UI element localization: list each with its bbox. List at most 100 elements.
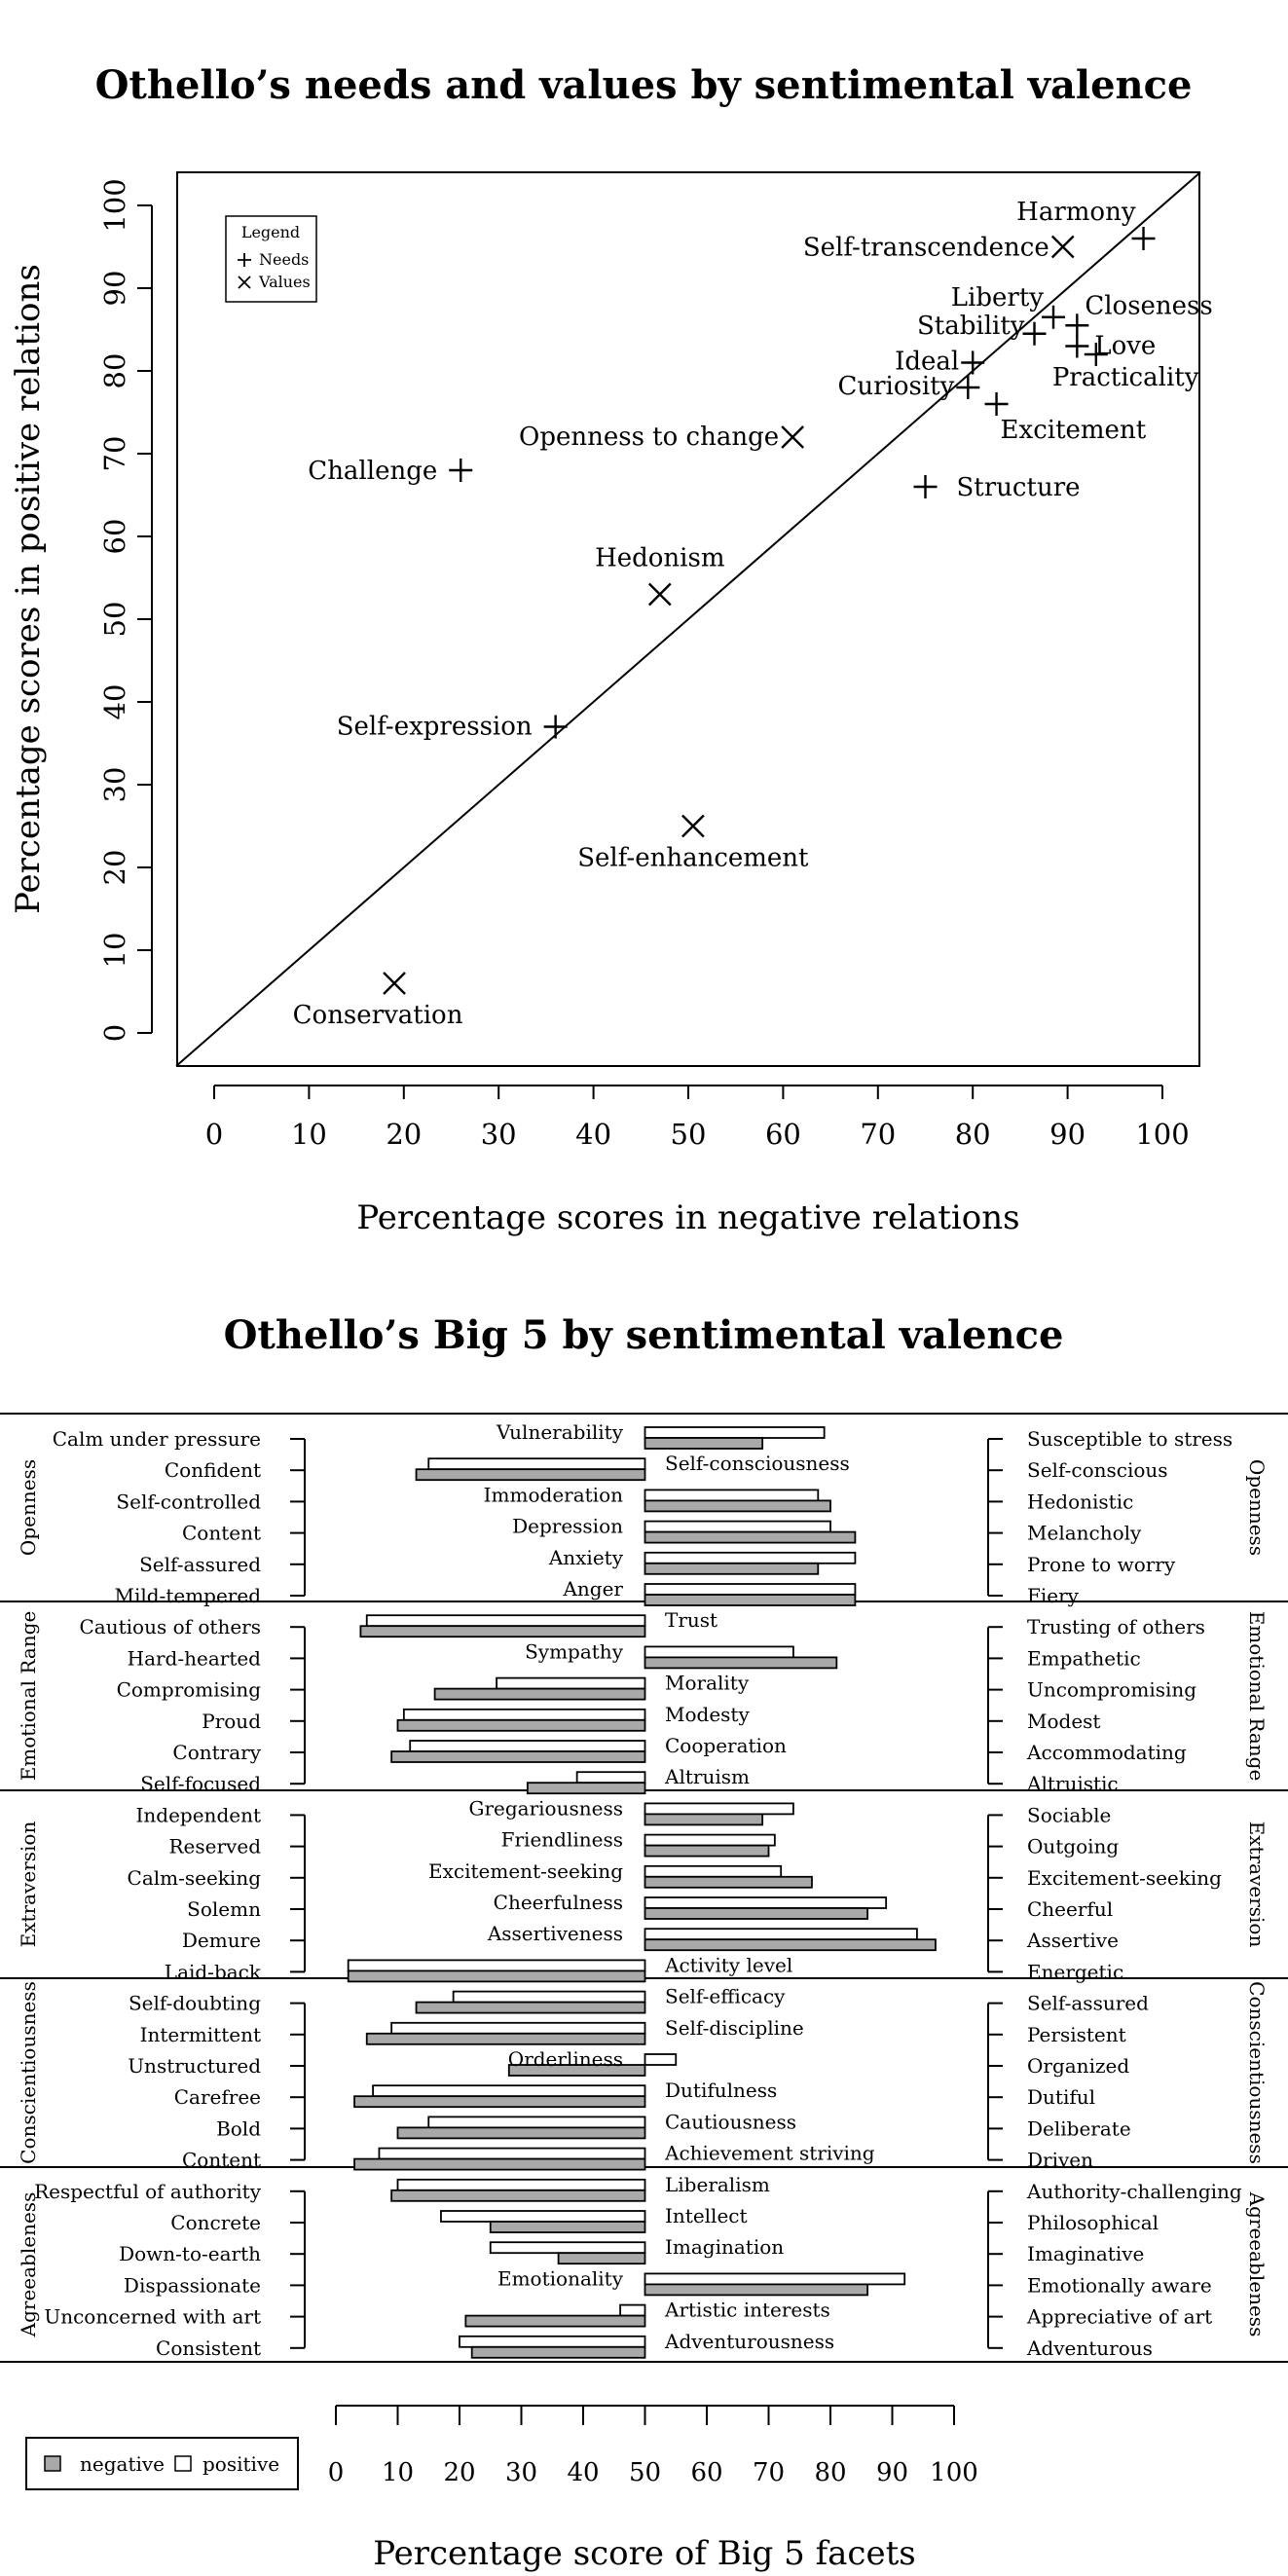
facet-low-label: Calm-seeking bbox=[128, 1866, 262, 1890]
point-label: Ideal bbox=[895, 348, 959, 377]
scatter-y-tick-label: 70 bbox=[98, 436, 131, 472]
group-label-left: Agreeableness bbox=[17, 2192, 40, 2338]
bar-positive bbox=[644, 1928, 918, 1941]
legend-values-label: Values bbox=[258, 273, 311, 291]
bar-negative bbox=[415, 2001, 646, 2014]
bar-x-tick-label: 60 bbox=[690, 2458, 722, 2487]
bar-positive bbox=[644, 2272, 906, 2286]
facet-altruism: Self-focused Altruistic Altruism bbox=[140, 1765, 1118, 1795]
bar-positive bbox=[378, 2147, 646, 2160]
bar-x-tick-label: 30 bbox=[505, 2458, 537, 2487]
point-closeness: Closeness bbox=[1065, 291, 1213, 338]
point-label: Self-expression bbox=[337, 713, 533, 742]
scatter-y-tick-label: 50 bbox=[98, 602, 131, 638]
value-marker bbox=[383, 972, 406, 995]
bar-negative bbox=[644, 1499, 831, 1513]
facet-high-label: Imaginative bbox=[1027, 2242, 1144, 2265]
legend-title: Legend bbox=[241, 223, 300, 241]
facet-high-label: Appreciative of art bbox=[1026, 2305, 1212, 2329]
bar-positive bbox=[644, 1489, 820, 1502]
bar-x-tick-label: 80 bbox=[814, 2458, 846, 2487]
facet-name: Friendliness bbox=[501, 1828, 623, 1852]
scatter-plot: 0 10 20 30 40 50 60 70 80 90 100 0 10 20 30 40 50 60 70 80 9… bbox=[98, 171, 1213, 1151]
value-marker bbox=[781, 425, 804, 449]
need-marker bbox=[956, 376, 980, 399]
facet-name: Assertiveness bbox=[487, 1922, 623, 1945]
bar-positive bbox=[459, 2335, 646, 2348]
facet-name: Artistic interests bbox=[664, 2299, 830, 2322]
need-marker bbox=[1065, 313, 1089, 338]
facet-name: Orderliness bbox=[508, 2047, 623, 2071]
facet-self-consciousness: Confident Self-conscious Self-consciousnes… bbox=[165, 1452, 1168, 1482]
point-openness-to-change: Openness to change bbox=[519, 423, 804, 452]
bar-positive bbox=[347, 1959, 646, 1972]
facet-group-emotional-range: Emotional Range Emotional Range Cautious o… bbox=[17, 1608, 1269, 1795]
facet-name: Cooperation bbox=[665, 1734, 787, 1757]
need-marker bbox=[984, 392, 1009, 416]
scatter-x-tick-label: 90 bbox=[1049, 1118, 1086, 1151]
point-self-expression: Self-expression bbox=[337, 713, 568, 742]
facet-name: Trust bbox=[665, 1608, 718, 1632]
facet-name: Modesty bbox=[665, 1703, 750, 1726]
bar-positive bbox=[619, 2303, 646, 2317]
bar-x-tick-label: 70 bbox=[753, 2458, 785, 2487]
bar-xlabel: Percentage score of Big 5 facets bbox=[373, 2534, 915, 2573]
scatter-y-tick-label: 80 bbox=[98, 353, 131, 389]
facet-high-label: Energetic bbox=[1027, 1960, 1123, 1983]
facet-morality: Compromising Uncompromising Morality bbox=[117, 1672, 1197, 1702]
scatter-plot-frame bbox=[176, 171, 1200, 1067]
bar-positive bbox=[644, 1520, 831, 1533]
facet-achievement-striving: Content Driven Achievement striving bbox=[182, 2142, 1093, 2172]
need-marker bbox=[1041, 305, 1065, 329]
scatter-x-tick-label: 70 bbox=[860, 1118, 896, 1151]
scatter-title: Othello’s needs and values by sentimenta… bbox=[95, 62, 1193, 108]
point-self-transcendence: Self-transcendence bbox=[803, 234, 1075, 263]
facet-high-label: Altruistic bbox=[1026, 1772, 1119, 1795]
facet-high-label: Driven bbox=[1027, 2149, 1093, 2172]
facet-name: Achievement striving bbox=[664, 2142, 875, 2165]
facet-high-label: Adventurous bbox=[1026, 2337, 1153, 2360]
facet-name: Self-discipline bbox=[665, 2016, 804, 2040]
scatter-x-tick-label: 80 bbox=[955, 1118, 991, 1151]
facet-anxiety: Self-assured Prone to worry Anxiety bbox=[139, 1546, 1176, 1576]
bar-negative bbox=[644, 1530, 857, 1544]
legend-negative-label: negative bbox=[80, 2452, 165, 2476]
facet-name: Sympathy bbox=[525, 1639, 624, 1663]
facet-trust: Cautious of others Trusting of others Trus… bbox=[79, 1608, 1204, 1638]
bar-negative bbox=[433, 1687, 646, 1701]
facet-high-label: Modest bbox=[1027, 1710, 1100, 1733]
facet-low-label: Reserved bbox=[169, 1835, 262, 1858]
bar-negative bbox=[644, 1656, 838, 1670]
group-label-right: Extraversion bbox=[1245, 1822, 1269, 1948]
point-label: Conservation bbox=[293, 1001, 463, 1030]
facet-name: Intellect bbox=[665, 2204, 748, 2227]
bar-positive bbox=[440, 2210, 646, 2223]
scatter-x-tick-label: 20 bbox=[386, 1118, 422, 1151]
point-label: Structure bbox=[957, 473, 1081, 502]
facet-cheerfulness: Solemn Cheerful Cheerfulness bbox=[187, 1891, 1113, 1921]
point-label: Liberty bbox=[951, 283, 1044, 313]
facet-low-label: Proud bbox=[202, 1710, 261, 1733]
scatter-y-tick-label: 60 bbox=[98, 519, 131, 555]
facet-name: Immoderation bbox=[484, 1483, 623, 1506]
facet-depression: Content Melancholy Depression bbox=[182, 1515, 1142, 1545]
point-harmony: Harmony bbox=[1016, 198, 1156, 250]
bar-negative bbox=[644, 1875, 813, 1889]
facet-low-label: Carefree bbox=[174, 2085, 261, 2109]
facet-low-label: Calm under pressure bbox=[53, 1427, 261, 1451]
scatter-xlabel: Percentage scores in negative relations bbox=[356, 1198, 1019, 1237]
point-curiosity: Curiosity bbox=[837, 372, 980, 401]
facet-excitement-seeking: Calm-seeking Excitement-seeking Excitement… bbox=[128, 1859, 1223, 1890]
scatter-y-tick-label: 40 bbox=[98, 684, 131, 720]
scatter-y-tick-label: 30 bbox=[98, 767, 131, 803]
need-marker bbox=[543, 715, 568, 739]
facet-high-label: Empathetic bbox=[1027, 1646, 1141, 1670]
bar-plot: Openness Openness Calm under pressure Susce… bbox=[0, 1413, 1288, 2490]
facet-immoderation: Self-controlled Hedonistic Immoderation bbox=[116, 1483, 1133, 1513]
group-label-left: Emotional Range bbox=[17, 1611, 40, 1782]
facet-high-label: Melancholy bbox=[1027, 1522, 1142, 1545]
facet-low-label: Solemn bbox=[187, 1897, 261, 1921]
facet-cautiousness: Bold Deliberate Cautiousness bbox=[216, 2110, 1131, 2140]
facet-name: Self-efficacy bbox=[665, 1985, 786, 2008]
facet-group-extraversion: Extraversion Extraversion Independent Socia… bbox=[17, 1796, 1269, 1983]
